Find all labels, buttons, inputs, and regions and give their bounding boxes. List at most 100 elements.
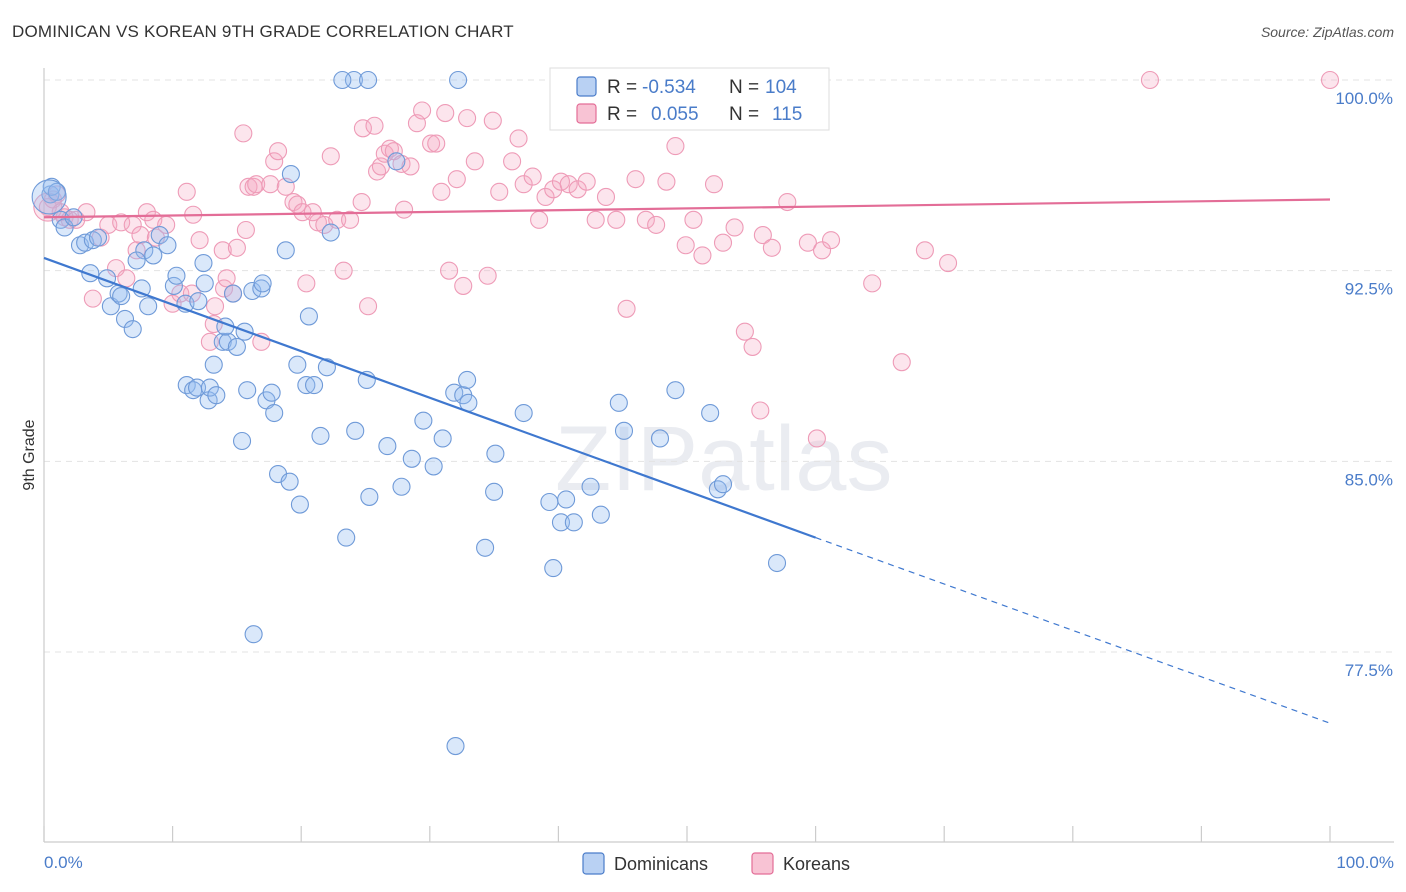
koreans-point: [626, 170, 645, 189]
koreans-point: [530, 210, 549, 229]
dominicans-point: [299, 307, 318, 326]
trend-lines: [43, 198, 1331, 724]
dominicans-point: [564, 513, 583, 532]
koreans-point: [395, 200, 414, 219]
legend-label-koreans: Koreans: [783, 854, 850, 874]
koreans-point: [725, 218, 744, 237]
chart-title: DOMINICAN VS KOREAN 9TH GRADE CORRELATIO…: [12, 22, 514, 41]
dominicans-point: [276, 241, 295, 260]
legend-r-label-dominicans: R =: [607, 77, 637, 98]
dominicans-point: [433, 429, 452, 448]
legend-n-value-koreans: 115: [772, 104, 802, 125]
dominicans-point: [346, 421, 365, 440]
koreans-point: [293, 203, 312, 222]
dominicans-point: [402, 449, 421, 468]
dominicans-trend-line: [43, 256, 816, 539]
dominicans-point: [127, 251, 146, 270]
koreans-point: [713, 233, 733, 252]
dominicans-point: [207, 386, 226, 405]
koreans-point: [213, 241, 232, 260]
legend-r-label-koreans: R =: [607, 104, 637, 125]
dominicans-point: [414, 411, 433, 430]
dominicans-point: [297, 376, 316, 395]
dominicans-point: [223, 284, 243, 303]
dominicans-point: [281, 165, 300, 184]
koreans-point: [863, 274, 882, 293]
koreans-point: [465, 152, 484, 171]
koreans-point: [753, 226, 772, 245]
koreans-point: [458, 109, 477, 128]
koreans-point: [297, 274, 316, 293]
dominicans-point: [81, 264, 100, 283]
series-dominicans-points: [31, 70, 787, 756]
koreans-point: [676, 236, 695, 255]
dominicans-point: [485, 482, 504, 501]
dominicans-point: [195, 274, 214, 293]
dominicans-point: [204, 355, 223, 374]
dominicans-point: [218, 332, 237, 351]
koreans-point: [798, 233, 817, 252]
koreans-point: [735, 322, 754, 341]
legend-swatch-koreans: [576, 103, 597, 124]
dominicans-point: [194, 253, 213, 273]
y-tick-label: 77.5%: [1345, 661, 1393, 680]
dominicans-point: [88, 228, 108, 247]
dominicans-point: [701, 403, 720, 423]
y-axis-tick-labels: 100.0% 92.5% 85.0% 77.5%: [1335, 89, 1393, 680]
koreans-point: [227, 238, 246, 257]
dominicans-point: [767, 553, 787, 573]
koreans-point: [432, 182, 451, 201]
koreans-point: [447, 170, 466, 189]
koreans-point: [127, 241, 146, 260]
koreans-point: [205, 297, 225, 316]
koreans-point: [454, 276, 473, 295]
dominicans-point: [713, 475, 733, 494]
koreans-point: [365, 116, 384, 135]
koreans-point: [807, 429, 826, 448]
dominicans-point: [253, 274, 272, 293]
koreans-point: [490, 182, 509, 201]
koreans-point: [440, 261, 459, 280]
koreans-point: [234, 124, 253, 143]
koreans-point: [436, 103, 455, 123]
dominicans-point: [514, 403, 533, 423]
dominicans-point: [83, 231, 102, 250]
koreans-point: [265, 152, 284, 171]
koreans-point: [427, 134, 446, 153]
dominicans-point: [55, 218, 74, 237]
legend-swatch-dominicans: [576, 76, 597, 97]
dominicans-point: [458, 370, 477, 390]
legend-n-label-dominicans: N =: [729, 77, 759, 98]
koreans-point: [666, 137, 685, 156]
dominicans-cluster-point: [31, 179, 67, 215]
source-label: Source: ZipAtlas.com: [1260, 24, 1394, 40]
dominicans-point: [305, 376, 324, 395]
dominicans-point: [321, 223, 340, 242]
legend-r-value-koreans: 0.055: [651, 104, 699, 125]
koreans-point: [401, 157, 420, 176]
dominicans-point: [540, 492, 559, 512]
dominicans-point: [288, 355, 307, 374]
dominicans-point: [476, 538, 495, 557]
dominicans-point: [189, 292, 208, 311]
koreans-point: [657, 172, 676, 191]
dominicans-point: [238, 381, 257, 400]
koreans-point: [523, 167, 542, 186]
dominicans-point: [115, 309, 135, 329]
dominicans-point: [139, 297, 158, 316]
dominicans-point: [650, 429, 670, 448]
dominicans-point: [609, 393, 628, 412]
dominicans-point: [167, 266, 186, 285]
legend-swatch-koreans-bottom: [751, 852, 774, 875]
koreans-point: [704, 175, 724, 194]
axes: [43, 68, 1394, 843]
legend-r-value-dominicans: -0.534: [642, 77, 696, 98]
dominicans-point: [290, 495, 309, 514]
dominicans-point: [359, 70, 378, 90]
koreans-point: [131, 226, 150, 245]
koreans-point: [536, 187, 555, 206]
koreans-point: [812, 241, 832, 260]
dominicans-point: [544, 559, 563, 578]
dominicans-point: [42, 177, 61, 196]
koreans-point: [352, 192, 371, 212]
